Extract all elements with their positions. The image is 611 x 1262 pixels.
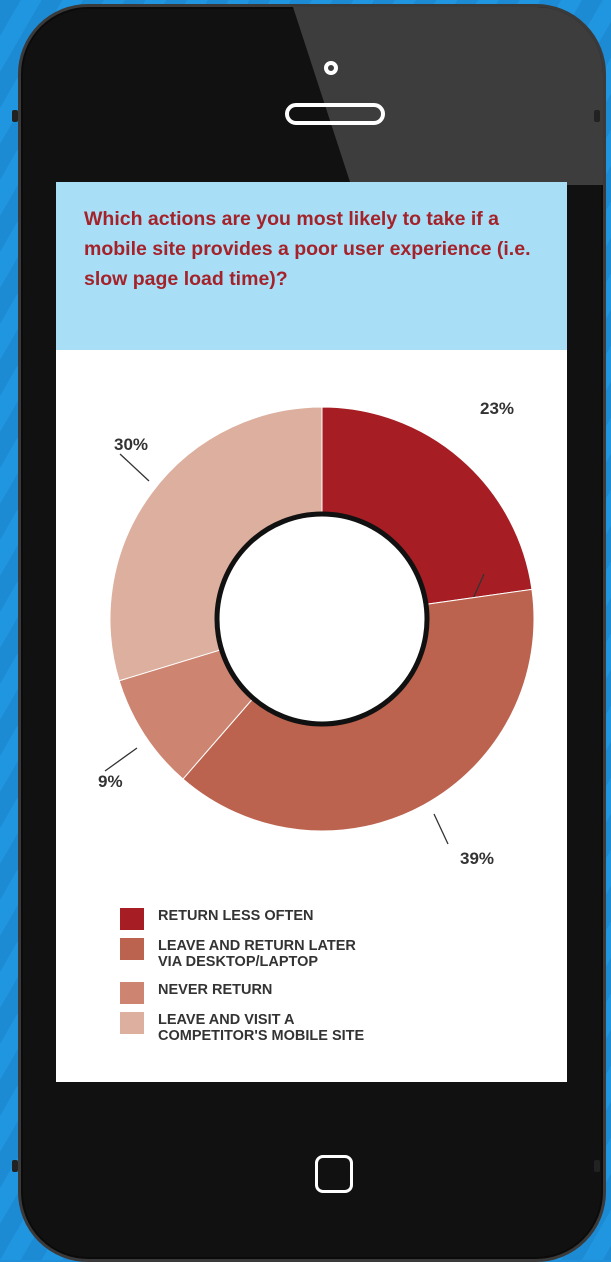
donut-hole [214, 511, 430, 727]
donut-chart: 23% 39% 9% 30% [98, 399, 535, 868]
legend-swatch [120, 938, 144, 960]
question-header: Which actions are you most likely to tak… [56, 182, 567, 350]
legend-label: LEAVE AND VISIT A COMPETITOR'S MOBILE SI… [158, 1012, 365, 1044]
legend-item: RETURN LESS OFTEN [120, 908, 458, 930]
legend-label: LEAVE AND RETURN LATER VIA DESKTOP/LAPTO… [158, 938, 356, 970]
data-label: 9% [98, 772, 123, 791]
legend-item: LEAVE AND VISIT A COMPETITOR'S MOBILE SI… [120, 1012, 458, 1044]
data-label: 30% [114, 435, 148, 454]
side-button-right [594, 1160, 600, 1172]
legend-label: NEVER RETURN [158, 982, 273, 998]
data-label: 23% [480, 399, 514, 418]
side-button-mute [12, 110, 18, 122]
phone-glare [293, 7, 603, 185]
legend-swatch [120, 1012, 144, 1034]
chart-title: Which actions are you most likely to tak… [84, 208, 531, 290]
data-label-leader-line [433, 813, 449, 845]
legend-item: LEAVE AND RETURN LATER VIA DESKTOP/LAPTO… [120, 938, 458, 970]
data-label-leader-line [119, 453, 150, 482]
side-button-power [594, 110, 600, 122]
side-button-volume [12, 1160, 18, 1172]
speaker-icon [285, 103, 385, 125]
phone-screen: Which actions are you most likely to tak… [56, 182, 567, 1082]
camera-icon [324, 61, 338, 75]
legend-item: NEVER RETURN [120, 982, 458, 1004]
data-label: 39% [460, 849, 494, 868]
legend-label: RETURN LESS OFTEN [158, 908, 314, 924]
legend-swatch [120, 908, 144, 930]
legend-swatch [120, 982, 144, 1004]
data-label-leader-line [104, 747, 138, 772]
home-button[interactable] [315, 1155, 353, 1193]
